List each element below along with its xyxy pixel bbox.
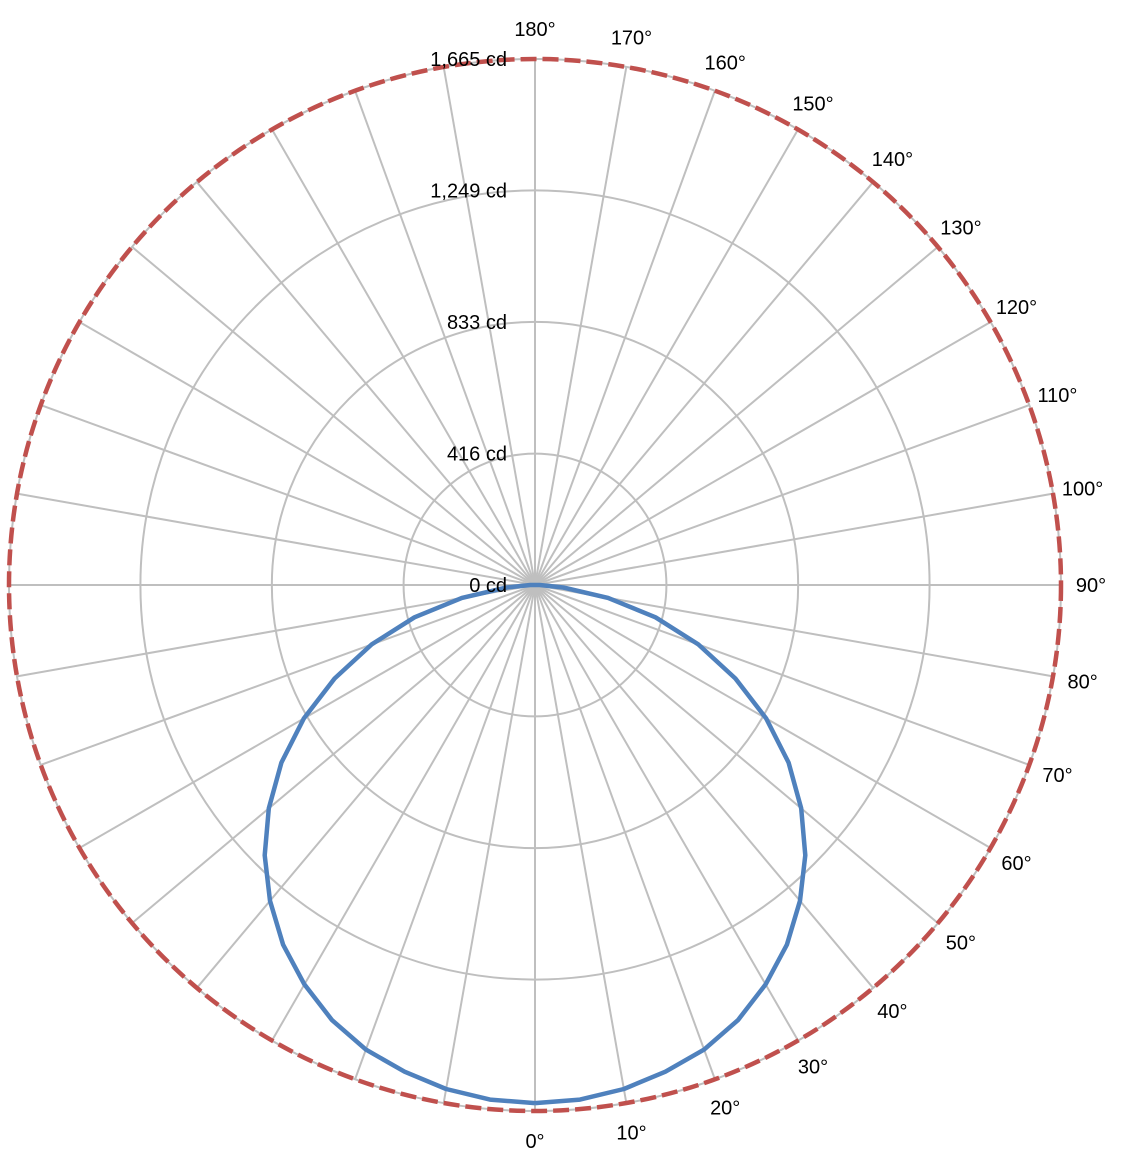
angle-label: 30° bbox=[798, 1057, 828, 1079]
angle-label: 90° bbox=[1076, 575, 1106, 597]
angle-label: 40° bbox=[877, 1001, 907, 1023]
angle-label: 0° bbox=[525, 1131, 544, 1153]
series-dashed-circle bbox=[6, 56, 1064, 1114]
radial-tick-label: 416 cd bbox=[447, 444, 507, 466]
radial-tick-label: 1,249 cd bbox=[430, 180, 507, 202]
radial-tick-label: 1,665 cd bbox=[430, 49, 507, 71]
angle-label: 170° bbox=[611, 27, 652, 49]
angle-label: 130° bbox=[940, 218, 981, 240]
angle-label: 140° bbox=[872, 149, 913, 171]
angle-label: 100° bbox=[1062, 479, 1103, 501]
label-layer: 0 cd 416 cd 833 cd 1,249 cd 1,665 cd 0° 10° 20°… bbox=[430, 19, 1106, 1153]
angle-label: 110° bbox=[1038, 385, 1078, 407]
ring-gridline bbox=[270, 320, 800, 850]
radial-tick-label: 0 cd bbox=[469, 575, 507, 597]
angle-label: 60° bbox=[1001, 853, 1031, 875]
angle-label: 150° bbox=[792, 94, 833, 116]
series-layer bbox=[6, 56, 1064, 1114]
radial-tick-label: 833 cd bbox=[447, 312, 507, 334]
angle-label: 120° bbox=[996, 297, 1037, 319]
angle-label: 180° bbox=[514, 19, 555, 41]
angle-label: 10° bbox=[616, 1123, 646, 1145]
angle-label: 70° bbox=[1042, 765, 1072, 787]
angle-label: 20° bbox=[710, 1098, 740, 1120]
angle-label: 50° bbox=[946, 932, 976, 954]
series-solid-line bbox=[262, 582, 808, 1106]
ring-gridline bbox=[139, 189, 931, 981]
angle-label: 160° bbox=[705, 53, 746, 75]
ring-gridline bbox=[402, 452, 668, 718]
angle-label: 80° bbox=[1067, 672, 1097, 694]
